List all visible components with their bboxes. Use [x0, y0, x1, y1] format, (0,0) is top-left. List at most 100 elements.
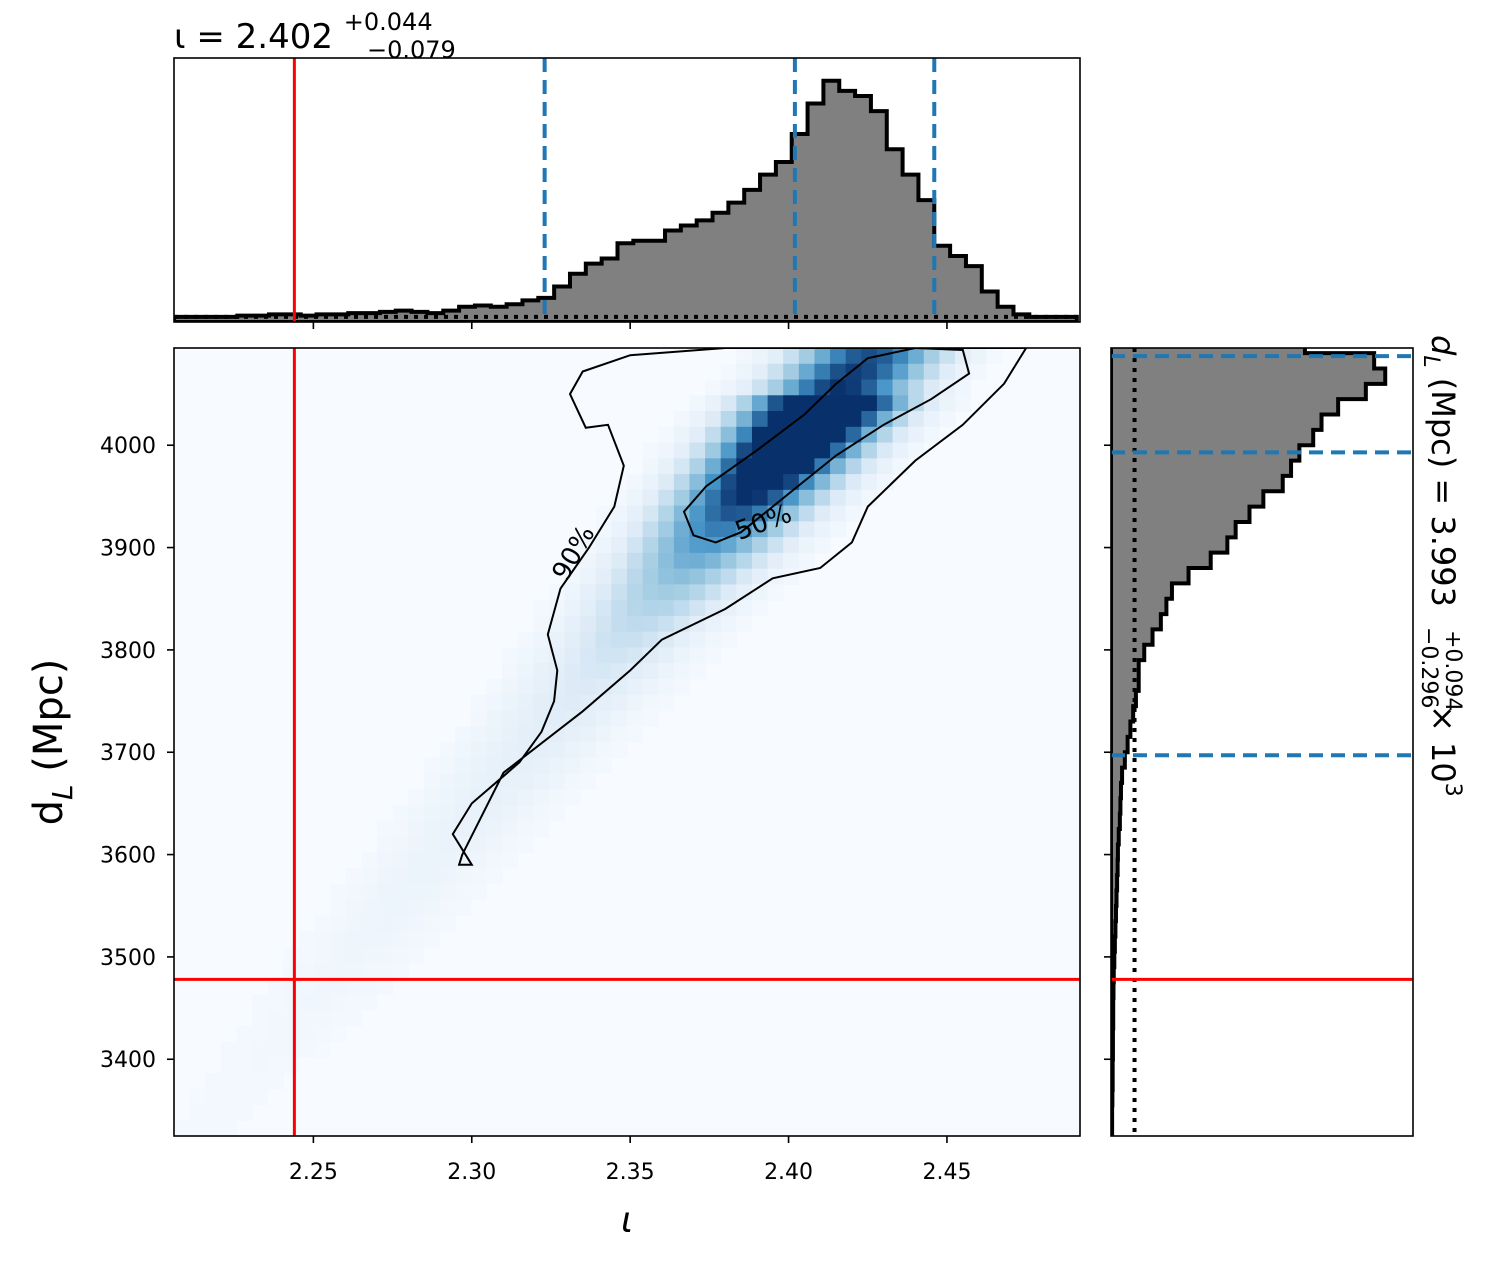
density-cell — [236, 1088, 253, 1106]
density-cell — [267, 1025, 284, 1043]
density-cell — [548, 757, 566, 775]
density-cell — [751, 442, 769, 459]
density-cell — [736, 474, 753, 491]
density-cell — [705, 442, 722, 459]
density-cell — [502, 647, 519, 664]
density-cell — [298, 994, 316, 1011]
density-cell — [908, 426, 925, 444]
density-cell — [392, 820, 409, 838]
density-cell — [611, 647, 628, 664]
density-cell — [220, 1088, 238, 1106]
density-cell — [720, 552, 737, 570]
density-cell — [658, 584, 675, 601]
density-cell — [751, 411, 769, 428]
density-cell — [408, 789, 425, 806]
y-tick-label-2: 3600 — [100, 844, 156, 869]
density-cell — [314, 1025, 331, 1043]
density-cell — [798, 552, 816, 570]
density-cell — [736, 615, 753, 633]
density-cell — [798, 426, 816, 444]
density-cell — [298, 1041, 316, 1058]
density-cell — [689, 442, 706, 459]
density-cell — [486, 726, 503, 743]
right-title-scale-exp: 3 — [1440, 783, 1465, 797]
density-cell — [455, 899, 472, 916]
density-cell — [595, 678, 612, 696]
density-cell — [533, 820, 550, 838]
density-cell — [705, 411, 722, 428]
density-cell — [455, 836, 472, 853]
density-cell — [502, 820, 519, 838]
right-panel-frame — [1110, 347, 1414, 1137]
density-cell — [330, 899, 347, 916]
density-cell — [580, 663, 597, 680]
density-cell — [595, 757, 612, 775]
density-cell — [751, 505, 769, 522]
density-cell — [564, 694, 581, 712]
density-cell — [736, 568, 753, 585]
density-cell — [548, 694, 566, 712]
density-cell — [798, 348, 816, 365]
density-cell — [470, 820, 488, 838]
density-cell — [423, 805, 441, 822]
density-cell — [580, 600, 597, 617]
density-cell — [533, 805, 550, 822]
density-cell — [689, 426, 706, 444]
density-cell — [720, 458, 737, 475]
density-cell — [361, 868, 378, 885]
density-cell — [423, 852, 441, 869]
svg-text:dL (Mpc) = 3.993: dL (Mpc) = 3.993 — [1418, 335, 1462, 607]
density-cell — [751, 426, 769, 444]
density-cell — [470, 694, 488, 712]
density-cell — [705, 379, 722, 396]
density-cell — [580, 710, 597, 727]
density-cell — [252, 994, 269, 1011]
density-cell — [611, 726, 628, 743]
density-cell — [345, 883, 363, 901]
density-cell — [533, 615, 550, 633]
density-cell — [798, 474, 816, 491]
right-marginal-panel — [1104, 347, 1414, 1137]
density-cell — [345, 1009, 363, 1027]
top-title-plus: +0.044 — [344, 8, 433, 36]
density-cell — [564, 663, 581, 680]
density-cell — [876, 442, 894, 459]
density-cell — [876, 411, 894, 428]
density-cell — [720, 379, 737, 396]
right-title-scale: × 10 — [1424, 705, 1462, 783]
density-cell — [377, 915, 394, 932]
right-title-median: 3.993 — [1424, 515, 1462, 607]
density-cell — [486, 868, 503, 885]
density-cell — [627, 584, 644, 601]
density-cell — [455, 883, 472, 901]
density-cell — [486, 820, 503, 838]
density-cell — [392, 868, 409, 885]
density-cell — [580, 694, 597, 712]
density-cell — [642, 505, 659, 522]
density-cell — [673, 521, 691, 538]
density-cell — [845, 348, 862, 365]
density-cell — [705, 568, 722, 585]
density-cell — [267, 978, 284, 995]
density-cell — [689, 647, 706, 664]
density-cell — [892, 458, 909, 475]
density-cell — [517, 663, 534, 680]
density-cell — [470, 710, 488, 727]
density-cell — [595, 742, 612, 759]
density-cell — [470, 868, 488, 885]
density-cell — [502, 742, 519, 759]
svg-text:× 103: × 103 — [1424, 705, 1465, 797]
density-cell — [845, 395, 862, 412]
density-cell — [517, 726, 534, 743]
density-cell — [423, 789, 441, 806]
density-cell — [658, 615, 675, 633]
density-cell — [736, 426, 753, 444]
density-cell — [408, 931, 425, 948]
density-cell — [689, 663, 706, 680]
density-cell — [439, 742, 456, 759]
density-cell — [627, 678, 644, 696]
density-cell — [767, 348, 784, 365]
density-cell — [673, 411, 691, 428]
density-cell — [377, 978, 394, 995]
density-cell — [830, 442, 847, 459]
